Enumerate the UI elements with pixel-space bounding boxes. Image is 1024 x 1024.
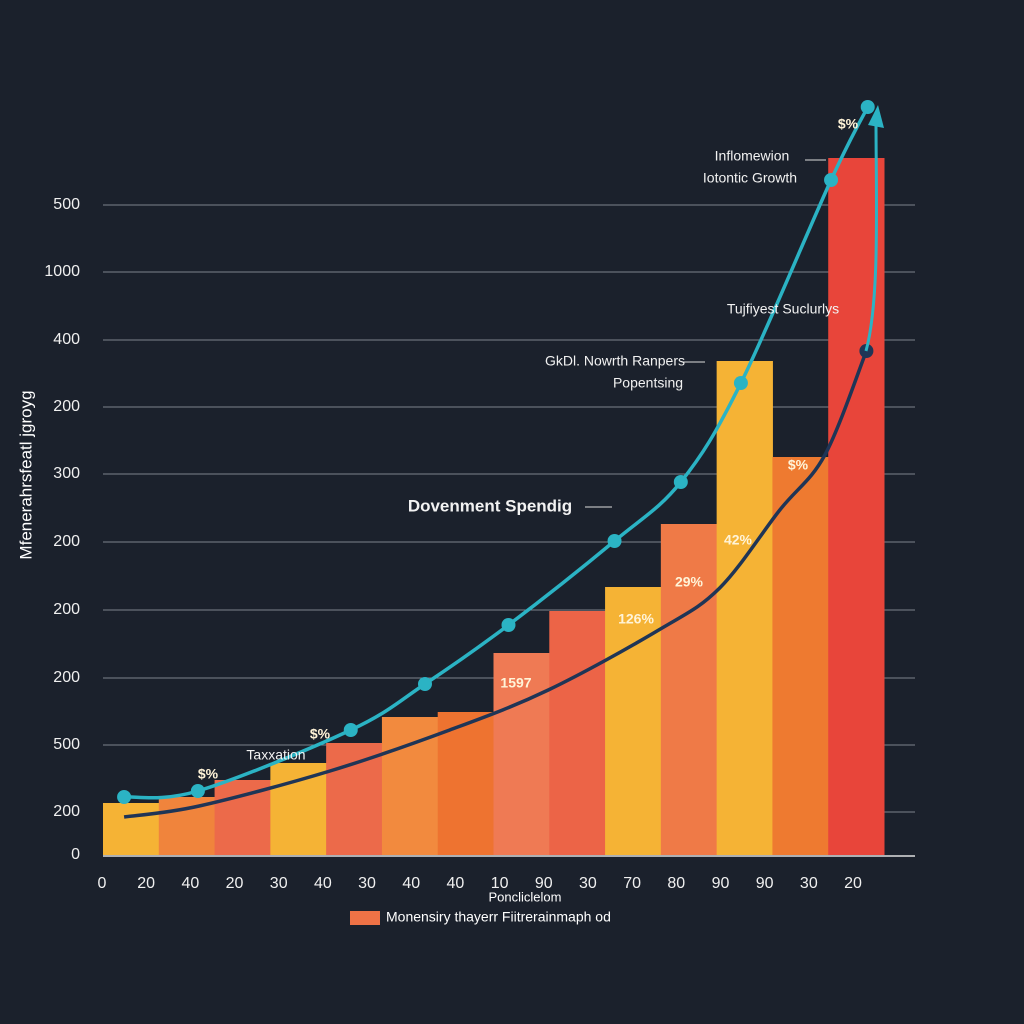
x-tick-label: 20 <box>137 875 155 892</box>
data-label: 126% <box>618 611 654 627</box>
legend-swatch <box>350 911 380 925</box>
x-tick-label: 30 <box>358 875 376 892</box>
y-tick-label: 200 <box>53 803 80 820</box>
line-point <box>673 475 688 489</box>
x-tick-label: 0 <box>98 875 107 892</box>
line <box>123 350 869 819</box>
bar <box>381 717 439 855</box>
bar <box>660 524 718 855</box>
x-axis-title: Poncliclelom <box>489 889 562 904</box>
x-tick-label: 40 <box>314 875 332 892</box>
line-point <box>417 677 432 691</box>
line-point <box>501 618 516 632</box>
data-label: $% <box>310 726 331 742</box>
annotation: Popentsing <box>613 375 683 391</box>
line <box>123 106 870 800</box>
line-point <box>824 173 839 187</box>
x-tick-label: 90 <box>712 875 730 892</box>
data-label: $% <box>838 116 859 132</box>
data-label: $% <box>198 766 219 782</box>
line-point <box>860 100 875 114</box>
bar <box>158 797 216 855</box>
annotation: Inflomewion <box>715 148 790 164</box>
line-point <box>607 534 622 548</box>
bar <box>605 587 662 855</box>
y-tick-label: 400 <box>53 331 80 348</box>
x-tick-label: 30 <box>270 875 288 892</box>
data-label: 42% <box>724 532 753 548</box>
data-label: $% <box>788 457 809 473</box>
bar <box>437 712 494 855</box>
line-point <box>117 790 132 804</box>
annotation: Tujfiyest Suclurlys <box>727 301 839 317</box>
y-tick-label: 1000 <box>44 263 80 280</box>
annotation: GkDl. Nowrth Ranpers <box>545 353 685 369</box>
bar <box>716 361 773 855</box>
bar <box>214 780 271 855</box>
line-point <box>733 376 748 390</box>
bar <box>270 763 327 855</box>
data-label: 1597 <box>500 675 531 691</box>
bar <box>549 611 606 855</box>
y-tick-label: 0 <box>71 846 80 863</box>
bar <box>772 457 829 855</box>
y-tick-label: 200 <box>53 601 80 618</box>
x-tick-label: 90 <box>756 875 774 892</box>
annotation: Iotontic Growth <box>703 170 797 186</box>
y-tick-label: 500 <box>53 196 80 213</box>
annotation: Dovenment Spendig <box>408 496 572 515</box>
x-tick-label: 40 <box>402 875 420 892</box>
x-tick-label: 70 <box>623 875 641 892</box>
y-tick-label: 200 <box>53 669 80 686</box>
x-tick-label: 30 <box>800 875 818 892</box>
x-tick-label: 20 <box>844 875 862 892</box>
line-point <box>190 784 205 798</box>
line-point <box>343 723 358 737</box>
y-tick-label: 300 <box>53 465 80 482</box>
x-tick-label: 40 <box>447 875 465 892</box>
y-tick-label: 500 <box>53 736 80 753</box>
y-tick-label: 200 <box>53 398 80 415</box>
arrow-shaft <box>864 119 879 352</box>
x-tick-label: 20 <box>226 875 244 892</box>
x-tick-label: 30 <box>579 875 597 892</box>
legend-label: Monensiry thayerr Fiitrerainmaph od <box>386 909 611 925</box>
x-tick-label: 80 <box>667 875 685 892</box>
y-axis-title: Mfenerahrsfeatl jgroyg <box>16 390 35 559</box>
bar <box>326 743 383 855</box>
bar <box>493 653 550 855</box>
bar <box>103 803 160 855</box>
annotation: Taxxation <box>246 747 305 763</box>
x-tick-label: 10 <box>491 875 509 892</box>
arrow-head <box>868 105 884 128</box>
data-label: 29% <box>675 574 704 590</box>
x-tick-label: 40 <box>181 875 199 892</box>
y-tick-label: 200 <box>53 533 80 550</box>
x-tick-label: 90 <box>535 875 553 892</box>
